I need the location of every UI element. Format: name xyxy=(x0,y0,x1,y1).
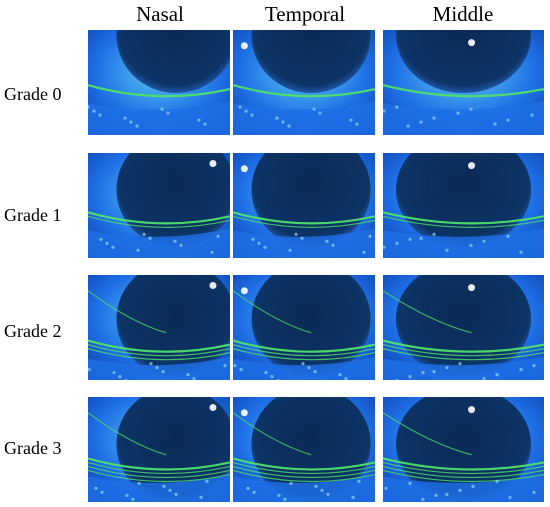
eye-image-grade-1-middle xyxy=(383,153,544,258)
row-label-grade-1: Grade 1 xyxy=(4,205,62,225)
eye-image-grade-1-temporal xyxy=(233,153,375,258)
row-label-grade-0: Grade 0 xyxy=(4,84,62,104)
eye-image-grade-1-nasal xyxy=(88,153,230,258)
eye-image-grade-2-middle xyxy=(383,275,544,380)
eye-image-grade-3-middle xyxy=(383,397,544,502)
column-header-middle: Middle xyxy=(432,2,494,26)
eye-image-grade-3-nasal xyxy=(88,397,230,502)
eye-image-grade-0-temporal xyxy=(233,30,375,135)
column-header-nasal: Nasal xyxy=(136,2,184,26)
eye-image-grade-2-temporal xyxy=(233,275,375,380)
row-label-grade-2: Grade 2 xyxy=(4,321,62,341)
eye-image-grade-3-temporal xyxy=(233,397,375,502)
eye-image-grade-0-middle xyxy=(383,30,544,135)
eye-image-grade-2-nasal xyxy=(88,275,230,380)
eye-image-grade-0-nasal xyxy=(88,30,230,135)
row-label-grade-3: Grade 3 xyxy=(4,438,62,458)
column-header-temporal: Temporal xyxy=(264,2,346,26)
